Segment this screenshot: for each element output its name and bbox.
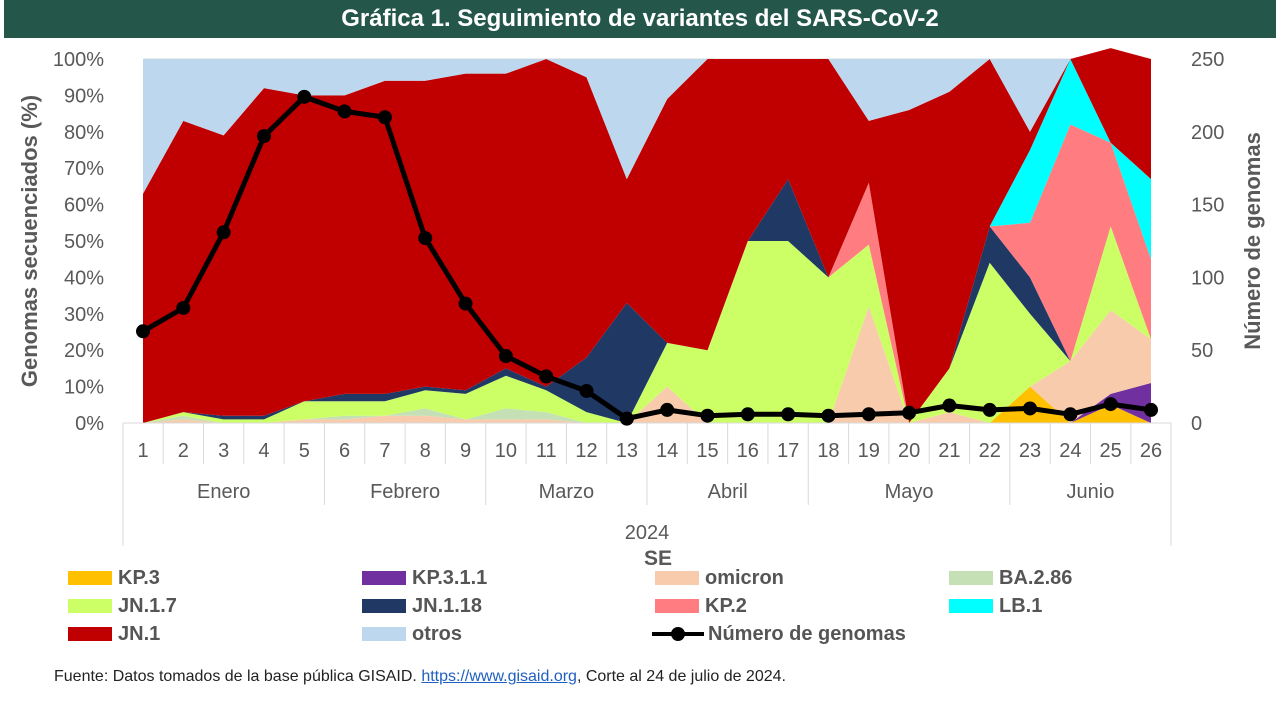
x-tick-label: 2 bbox=[178, 440, 189, 462]
y-tick-label: 60% bbox=[64, 195, 104, 217]
y-axis-title: Genomas secuenciados (%) bbox=[17, 95, 42, 387]
y2-tick-label: 150 bbox=[1191, 195, 1224, 217]
y-tick-label: 40% bbox=[64, 267, 104, 289]
x-tick-label: 21 bbox=[938, 440, 960, 462]
genomas-point bbox=[619, 411, 634, 426]
area-otros bbox=[143, 48, 1151, 194]
month-label: Enero bbox=[197, 481, 250, 503]
y-tick-label: 20% bbox=[64, 340, 104, 362]
y2-tick-label: 200 bbox=[1191, 122, 1224, 144]
area-jn17 bbox=[143, 226, 1151, 423]
genomas-point bbox=[861, 407, 876, 422]
genomas-point bbox=[1144, 402, 1158, 417]
genomas-point bbox=[942, 398, 957, 413]
y2-axis-title: Número de genomas bbox=[1240, 132, 1265, 350]
genomas-point bbox=[337, 104, 352, 119]
genomas-point bbox=[660, 402, 675, 417]
area-jn118 bbox=[143, 179, 1151, 423]
y-tick-label: 30% bbox=[64, 304, 104, 326]
x-tick-label: 20 bbox=[898, 440, 920, 462]
genomas-point bbox=[579, 383, 594, 398]
genomas-point bbox=[1103, 397, 1118, 412]
x-tick-label: 23 bbox=[1019, 440, 1041, 462]
month-label: Mayo bbox=[885, 481, 934, 503]
source-note: Fuente: Datos tomados de la base pública… bbox=[54, 668, 786, 686]
x-tick-label: 12 bbox=[575, 440, 597, 462]
y-tick-label: 100% bbox=[53, 49, 104, 71]
x-tick-label: 5 bbox=[299, 440, 310, 462]
chart-title: Gráfica 1. Seguimiento de variantes del … bbox=[4, 0, 1276, 38]
x-tick-label: 6 bbox=[339, 440, 350, 462]
genomas-point bbox=[902, 405, 917, 420]
y2-tick-label: 100 bbox=[1191, 267, 1224, 289]
year-label: 2024 bbox=[625, 522, 670, 544]
area-omicron bbox=[143, 306, 1151, 423]
x-tick-label: 3 bbox=[218, 440, 229, 462]
genomas-point bbox=[539, 369, 554, 384]
x-tick-label: 15 bbox=[696, 440, 718, 462]
genomas-point bbox=[740, 407, 755, 422]
x-tick-label: 18 bbox=[817, 440, 839, 462]
genomas-point bbox=[297, 89, 312, 104]
source-link[interactable]: https://www.gisaid.org bbox=[421, 668, 577, 685]
y-tick-label: 80% bbox=[64, 122, 104, 144]
source-suffix: , Corte al 24 de julio de 2024. bbox=[576, 668, 786, 685]
y2-tick-label: 0 bbox=[1191, 413, 1202, 435]
x-tick-label: 10 bbox=[495, 440, 517, 462]
month-label: Febrero bbox=[370, 481, 440, 503]
y-tick-label: 10% bbox=[64, 377, 104, 399]
genomas-point bbox=[458, 296, 473, 311]
x-axis-title: SE bbox=[644, 547, 672, 570]
genomas-point bbox=[982, 402, 997, 417]
genomas-point bbox=[498, 349, 513, 364]
x-tick-label: 16 bbox=[737, 440, 759, 462]
line-layer bbox=[136, 89, 1158, 426]
x-tick-label: 13 bbox=[616, 440, 638, 462]
y2-tick-label: 250 bbox=[1191, 49, 1224, 71]
y-tick-label: 50% bbox=[64, 231, 104, 253]
genomas-point bbox=[136, 324, 150, 339]
x-tick-label: 1 bbox=[137, 440, 148, 462]
x-tick-label: 7 bbox=[379, 440, 390, 462]
x-tick-label: 17 bbox=[777, 440, 799, 462]
y-tick-label: 70% bbox=[64, 158, 104, 180]
genomas-point bbox=[1023, 401, 1038, 416]
genomas-point bbox=[256, 129, 271, 144]
x-tick-label: 26 bbox=[1140, 440, 1162, 462]
x-tick-label: 19 bbox=[858, 440, 880, 462]
genomas-point bbox=[700, 408, 715, 423]
genomas-point bbox=[821, 408, 836, 423]
y-tick-label: 90% bbox=[64, 85, 104, 107]
genomas-point bbox=[216, 225, 231, 240]
x-tick-label: 4 bbox=[258, 440, 269, 462]
x-tick-label: 14 bbox=[656, 440, 678, 462]
month-label: Marzo bbox=[539, 481, 595, 503]
genomas-point bbox=[377, 110, 392, 125]
genomas-point bbox=[1063, 407, 1078, 422]
x-tick-label: 8 bbox=[420, 440, 431, 462]
month-label: Abril bbox=[708, 481, 748, 503]
genomas-point bbox=[781, 407, 796, 422]
y-tick-label: 0% bbox=[75, 413, 104, 435]
y2-tick-label: 50 bbox=[1191, 340, 1213, 362]
area-kp3 bbox=[143, 386, 1151, 423]
x-tick-label: 9 bbox=[460, 440, 471, 462]
month-label: Junio bbox=[1067, 481, 1115, 503]
genomas-point bbox=[176, 300, 191, 315]
x-tick-label: 25 bbox=[1100, 440, 1122, 462]
x-tick-label: 11 bbox=[536, 440, 557, 462]
x-tick-label: 22 bbox=[979, 440, 1001, 462]
axis-layer bbox=[122, 422, 1172, 546]
genomas-point bbox=[418, 231, 433, 246]
x-tick-label: 24 bbox=[1059, 440, 1081, 462]
source-prefix: Fuente: Datos tomados de la base pública… bbox=[54, 668, 422, 685]
label-layer: 0% 10% 20% 30% 40% 50% 60% 70% 80% 90% 100% 0 50 100 1… bbox=[17, 49, 1265, 570]
